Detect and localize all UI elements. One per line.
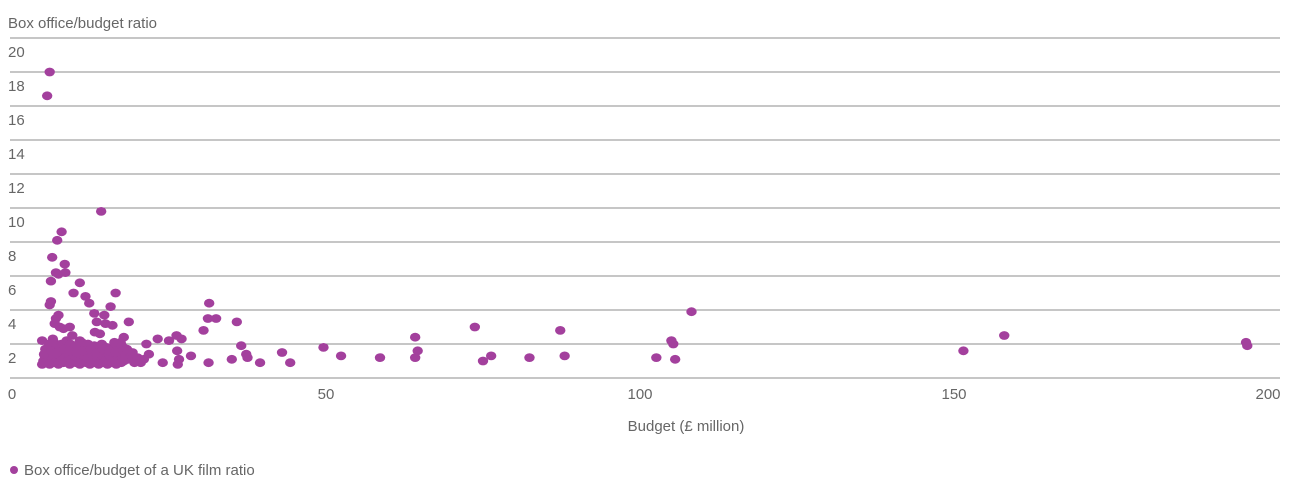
data-point <box>958 346 969 356</box>
data-point <box>80 292 91 301</box>
x-axis-title: Budget (£ million) <box>628 418 745 435</box>
x-tick-label: 100 <box>627 386 652 403</box>
data-point <box>202 314 214 323</box>
data-point <box>56 227 67 237</box>
data-point <box>555 326 566 335</box>
data-point <box>171 346 183 356</box>
data-points <box>36 67 1253 369</box>
data-point <box>99 310 110 320</box>
data-point <box>226 354 237 364</box>
y-tick-label: 20 <box>8 44 25 61</box>
data-point <box>236 341 247 351</box>
data-point <box>141 339 152 349</box>
data-point <box>999 331 1010 340</box>
data-point <box>105 302 116 311</box>
data-point <box>686 307 697 317</box>
data-point <box>89 309 100 318</box>
data-point <box>135 358 146 368</box>
y-tick-label: 6 <box>8 282 16 299</box>
data-point <box>143 349 155 359</box>
data-point <box>668 339 679 349</box>
data-point <box>185 351 197 361</box>
y-axis-title: Box office/budget ratio <box>8 15 157 32</box>
x-tick-labels: 0 50 100 150 200 <box>8 386 1281 403</box>
data-point <box>94 329 106 339</box>
y-tick-label: 18 <box>8 78 25 95</box>
data-point <box>203 358 214 368</box>
y-tick-labels: 2 4 6 8 10 12 14 16 18 20 <box>8 44 25 367</box>
x-tick-label: 150 <box>941 386 966 403</box>
data-point <box>485 351 497 361</box>
data-point <box>157 358 168 368</box>
data-point <box>64 322 75 332</box>
data-point <box>107 320 118 330</box>
data-point <box>176 334 187 344</box>
gridlines <box>10 37 1280 379</box>
data-point <box>285 358 296 368</box>
data-point <box>242 353 253 362</box>
data-point <box>210 314 222 323</box>
data-point <box>409 332 421 342</box>
data-point <box>524 353 535 362</box>
data-point <box>409 353 421 362</box>
data-point <box>123 317 135 327</box>
x-tick-label: 200 <box>1255 386 1280 403</box>
data-point <box>110 288 121 298</box>
data-point <box>118 332 129 342</box>
data-point <box>559 351 570 361</box>
data-point <box>44 67 55 77</box>
data-point <box>52 235 63 245</box>
data-point <box>254 358 266 368</box>
data-point <box>74 278 86 288</box>
data-point <box>412 346 423 356</box>
y-tick-label: 14 <box>8 146 25 163</box>
data-point <box>276 348 288 357</box>
y-tick-label: 12 <box>8 180 25 197</box>
data-point <box>335 351 347 361</box>
data-point <box>68 288 79 298</box>
data-point <box>60 268 71 277</box>
data-point <box>59 259 70 269</box>
data-point <box>669 354 681 364</box>
data-point <box>477 356 489 366</box>
data-point <box>172 360 183 369</box>
data-point <box>1242 341 1253 351</box>
y-tick-label: 4 <box>8 316 16 333</box>
data-point <box>46 252 58 262</box>
y-tick-label: 2 <box>8 350 16 367</box>
data-point <box>374 353 386 362</box>
data-point <box>152 334 163 344</box>
legend-marker-icon <box>10 466 18 474</box>
data-point <box>231 317 243 327</box>
data-point <box>163 336 175 345</box>
y-tick-label: 16 <box>8 112 25 129</box>
legend-label: Box office/budget of a UK film ratio <box>24 462 255 479</box>
data-point <box>318 343 329 352</box>
data-point <box>84 298 95 308</box>
data-point <box>45 297 57 306</box>
data-point <box>45 276 57 286</box>
legend: Box office/budget of a UK film ratio <box>10 462 255 479</box>
data-point <box>203 298 215 308</box>
data-point <box>469 322 481 332</box>
data-point <box>91 317 102 327</box>
data-point <box>41 91 53 101</box>
data-point <box>198 326 209 335</box>
y-tick-label: 8 <box>8 248 16 265</box>
x-tick-label: 50 <box>318 386 335 403</box>
y-tick-label: 10 <box>8 214 25 231</box>
data-point <box>651 353 662 362</box>
x-tick-label: 0 <box>8 386 16 403</box>
data-point <box>95 207 107 216</box>
